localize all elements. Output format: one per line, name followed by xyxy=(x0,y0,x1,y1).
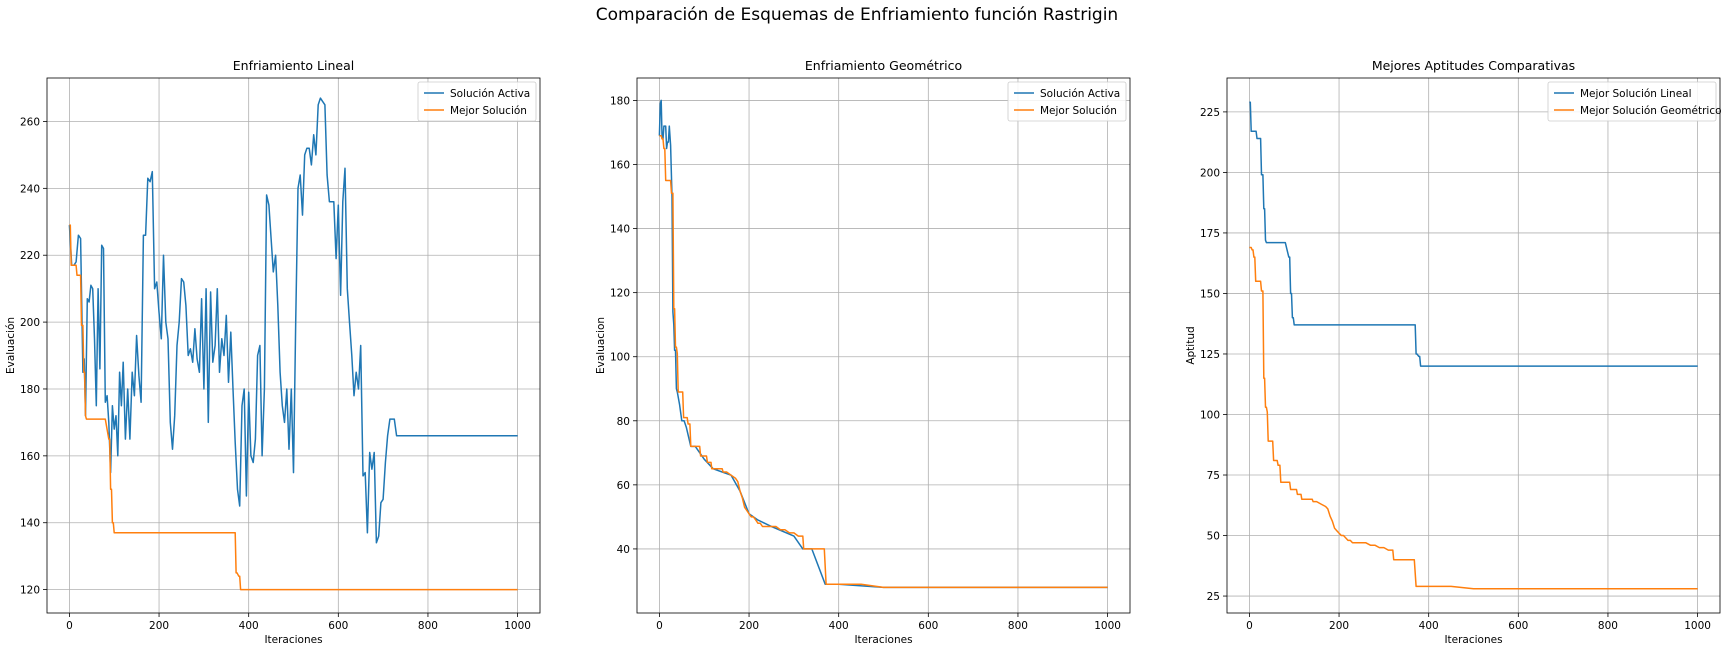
legend: Mejor Solución Lineal Mejor Solución Geom… xyxy=(1547,81,1722,122)
x-tick-label: 600 xyxy=(918,620,938,632)
legend-box xyxy=(1007,81,1127,122)
x-tick-label: 0 xyxy=(656,620,663,632)
y-tick-label: 125 xyxy=(1200,349,1220,361)
axes-frame xyxy=(636,77,1131,614)
y-tick-label: 60 xyxy=(617,480,630,492)
figure-title: Comparación de Esquemas de Enfriamiento … xyxy=(596,5,1118,25)
legend-box xyxy=(417,81,537,122)
x-axis-label: Iteraciones xyxy=(1444,634,1502,646)
y-tick-label: 50 xyxy=(1207,531,1220,543)
y-tick-label: 120 xyxy=(20,585,40,597)
y-tick-label: 25 xyxy=(1207,591,1220,603)
y-tick-label: 160 xyxy=(610,159,630,171)
y-tick-label: 120 xyxy=(610,288,630,300)
x-tick-label: 1000 xyxy=(1094,620,1121,632)
axes-frame xyxy=(46,77,541,614)
chart-panels: 0 200 400 600 800 100012014016018020022024026… xyxy=(5,58,1722,646)
series-line-1 xyxy=(1249,101,1698,367)
x-tick-label: 800 xyxy=(1598,620,1618,632)
series-line-2 xyxy=(659,134,1108,589)
series-line-2 xyxy=(69,224,518,591)
panel-title: Enfriamiento Geométrico xyxy=(805,58,962,73)
plot-area xyxy=(637,78,1130,613)
x-axis-label: Iteraciones xyxy=(264,634,322,646)
y-tick-label: 80 xyxy=(617,416,630,428)
y-tick-label: 140 xyxy=(20,518,40,530)
x-tick-label: 400 xyxy=(1419,620,1439,632)
y-tick-label: 140 xyxy=(610,224,630,236)
y-tick-label: 175 xyxy=(1200,228,1220,240)
y-tick-label: 180 xyxy=(610,95,630,107)
axes-frame xyxy=(1226,77,1721,614)
x-tick-label: 800 xyxy=(418,620,438,632)
legend-entry: Solución Activa xyxy=(450,88,530,100)
x-tick-label: 200 xyxy=(739,620,759,632)
x-tick-label: 1000 xyxy=(1684,620,1711,632)
x-tick-label: 0 xyxy=(1246,620,1253,632)
x-tick-label: 400 xyxy=(829,620,849,632)
y-tick-label: 225 xyxy=(1200,107,1220,119)
chart-panel-1: 0 200 400 600 800 1000 120 140 160 180 200 220 240 26… xyxy=(5,58,541,646)
legend-entry: Solución Activa xyxy=(1040,88,1120,100)
x-tick-label: 600 xyxy=(1508,620,1528,632)
y-axis-label: Evaluación xyxy=(5,317,17,374)
y-tick-label: 180 xyxy=(20,384,40,396)
y-tick-label: 160 xyxy=(20,451,40,463)
y-tick-label: 150 xyxy=(1200,288,1220,300)
y-tick-label: 220 xyxy=(20,250,40,262)
y-axis-label: Aptitud xyxy=(1185,326,1197,364)
plot-area xyxy=(47,78,540,613)
plot-area xyxy=(1227,78,1720,613)
x-tick-label: 600 xyxy=(328,620,348,632)
chart-panel-3: 0 200 400 600 800 1000 25 50 75 100 125 150 175 200 22… xyxy=(1185,58,1722,646)
x-tick-label: 400 xyxy=(239,620,259,632)
x-tick-label: 200 xyxy=(1329,620,1349,632)
y-tick-label: 100 xyxy=(1200,409,1220,421)
chart-panel-2: 0 200 400 600 800 1000 40 60 80 100 120 140 160 180 En… xyxy=(595,58,1131,646)
y-tick-label: 200 xyxy=(20,317,40,329)
y-axis-label: Evaluacion xyxy=(595,317,607,374)
y-tick-label: 240 xyxy=(20,183,40,195)
panel-title: Mejores Aptitudes Comparativas xyxy=(1372,58,1575,73)
legend-entry: Mejor Solución Geométrico xyxy=(1580,105,1722,117)
legend-entry: Mejor Solución Lineal xyxy=(1580,88,1692,100)
legend-entry: Mejor Solución xyxy=(450,105,527,117)
x-tick-label: 1000 xyxy=(504,620,531,632)
series-line-1 xyxy=(68,97,518,544)
series-line-2 xyxy=(1249,246,1698,590)
y-tick-label: 40 xyxy=(617,544,630,556)
x-axis-label: Iteraciones xyxy=(854,634,912,646)
legend-box xyxy=(1547,81,1717,122)
x-tick-label: 200 xyxy=(149,620,169,632)
legend: Solución Activa Mejor Solución xyxy=(1007,81,1127,122)
y-tick-label: 100 xyxy=(610,352,630,364)
y-tick-label: 260 xyxy=(20,116,40,128)
legend-entry: Mejor Solución xyxy=(1040,105,1117,117)
x-tick-label: 800 xyxy=(1008,620,1028,632)
panel-title: Enfriamiento Lineal xyxy=(233,58,354,73)
y-tick-label: 75 xyxy=(1207,470,1220,482)
legend: Solución Activa Mejor Solución xyxy=(417,81,537,122)
x-tick-label: 0 xyxy=(66,620,73,632)
y-tick-label: 200 xyxy=(1200,167,1220,179)
